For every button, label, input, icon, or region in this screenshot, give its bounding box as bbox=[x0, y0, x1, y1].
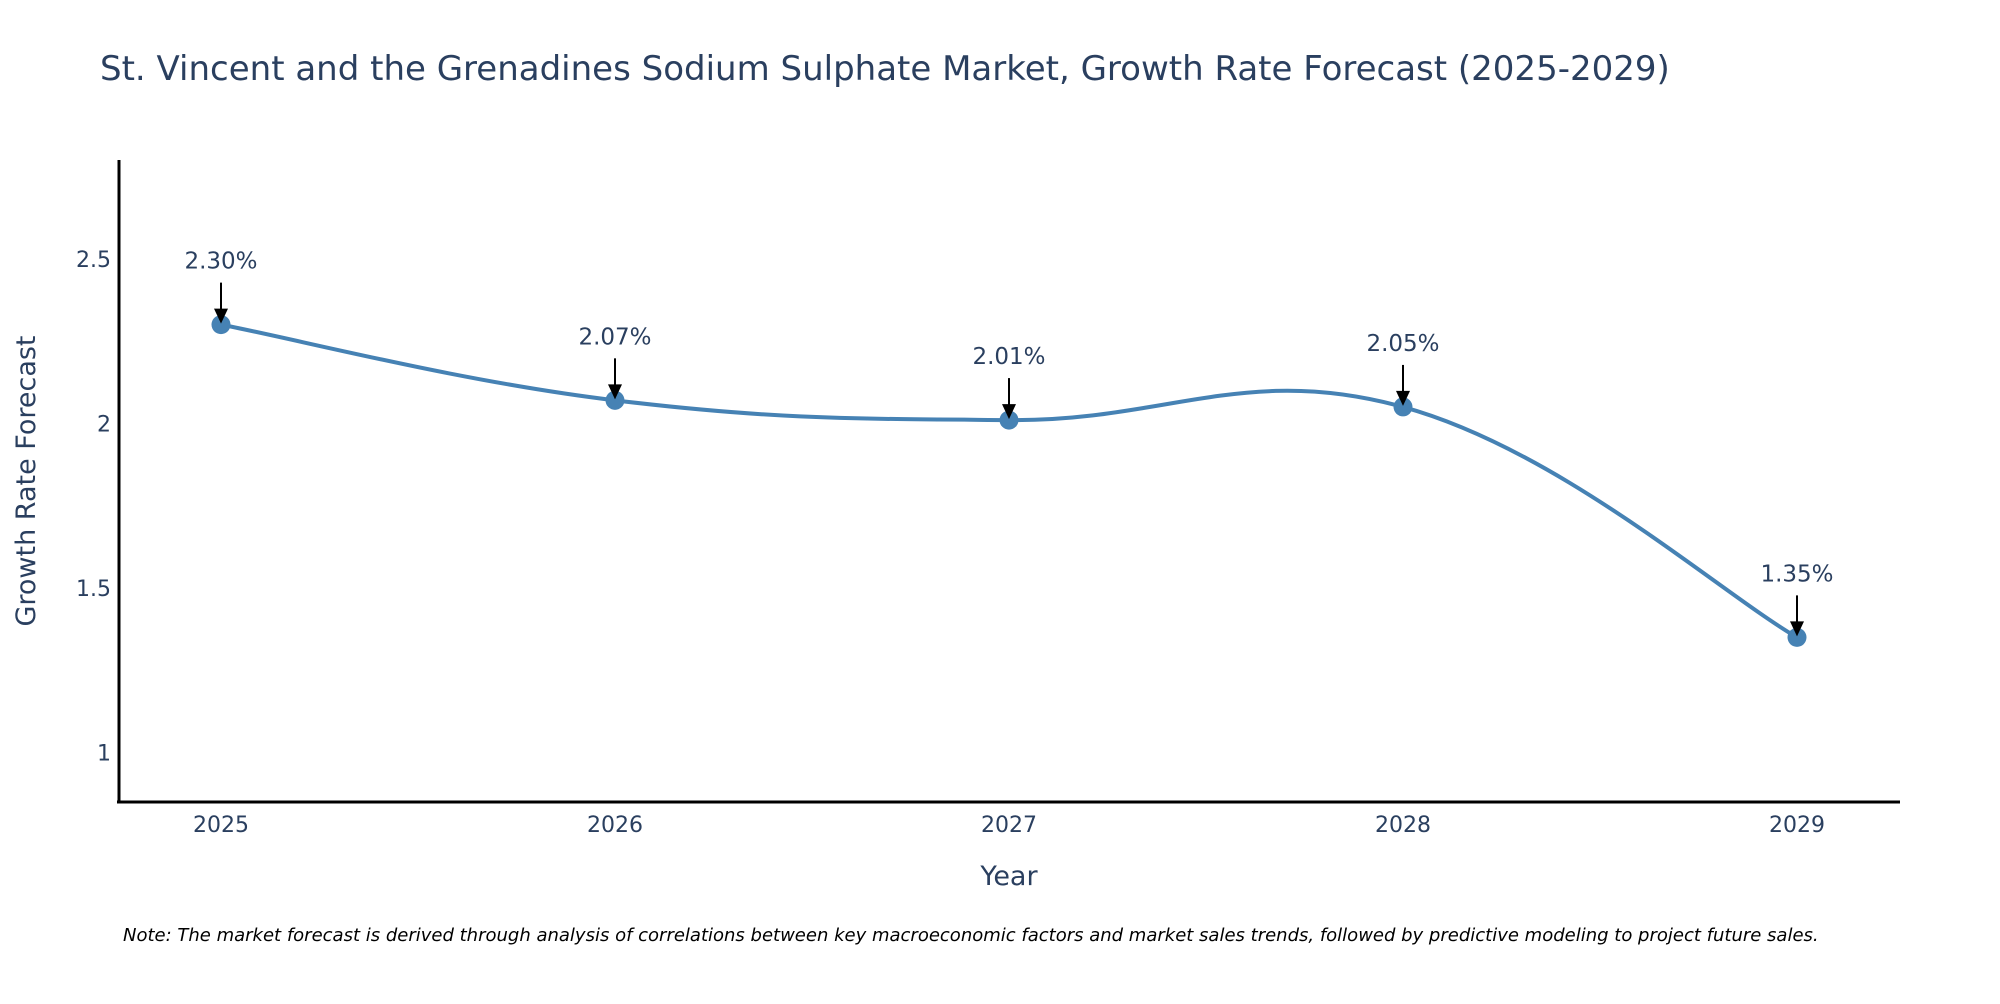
annotation-arrowhead bbox=[1790, 621, 1804, 637]
annotation-arrowhead bbox=[608, 384, 622, 400]
data-label: 1.35% bbox=[1760, 561, 1833, 587]
data-point bbox=[605, 390, 625, 410]
data-point bbox=[999, 410, 1019, 430]
annotation-arrowhead bbox=[1396, 390, 1410, 406]
y-axis-label: Growth Rate Forecast bbox=[11, 335, 42, 626]
x-tick-label: 2027 bbox=[981, 813, 1037, 838]
x-tick-label: 2029 bbox=[1769, 813, 1825, 838]
data-point bbox=[211, 315, 231, 335]
data-label: 2.07% bbox=[578, 324, 651, 350]
data-point bbox=[1393, 397, 1413, 417]
data-point bbox=[1787, 627, 1807, 647]
data-label-annotations: 2.30% 2.07% 2.01% 2.05% 1.35% bbox=[184, 249, 1834, 637]
y-tick-label: 1 bbox=[97, 742, 111, 767]
x-axis-ticks: 2025 2026 2027 2028 2029 bbox=[193, 813, 1825, 838]
series-markers bbox=[211, 315, 1807, 647]
y-tick-label: 2 bbox=[97, 412, 111, 437]
y-tick-label: 1.5 bbox=[76, 577, 111, 602]
x-tick-label: 2026 bbox=[587, 813, 643, 838]
chart-title: St. Vincent and the Grenadines Sodium Su… bbox=[100, 49, 1670, 89]
x-tick-label: 2025 bbox=[193, 813, 249, 838]
annotation-arrowhead bbox=[214, 308, 228, 324]
y-tick-label: 2.5 bbox=[76, 248, 111, 273]
data-label: 2.05% bbox=[1366, 331, 1439, 357]
data-label: 2.01% bbox=[972, 344, 1045, 370]
annotation-arrowhead bbox=[1002, 404, 1016, 420]
y-axis-ticks: 1 1.5 2 2.5 bbox=[76, 248, 111, 767]
x-axis-label: Year bbox=[979, 861, 1038, 892]
series-line bbox=[220, 322, 1799, 640]
data-label: 2.30% bbox=[184, 249, 257, 275]
x-tick-label: 2028 bbox=[1375, 813, 1431, 838]
footnote: Note: The market forecast is derived thr… bbox=[123, 925, 1819, 946]
